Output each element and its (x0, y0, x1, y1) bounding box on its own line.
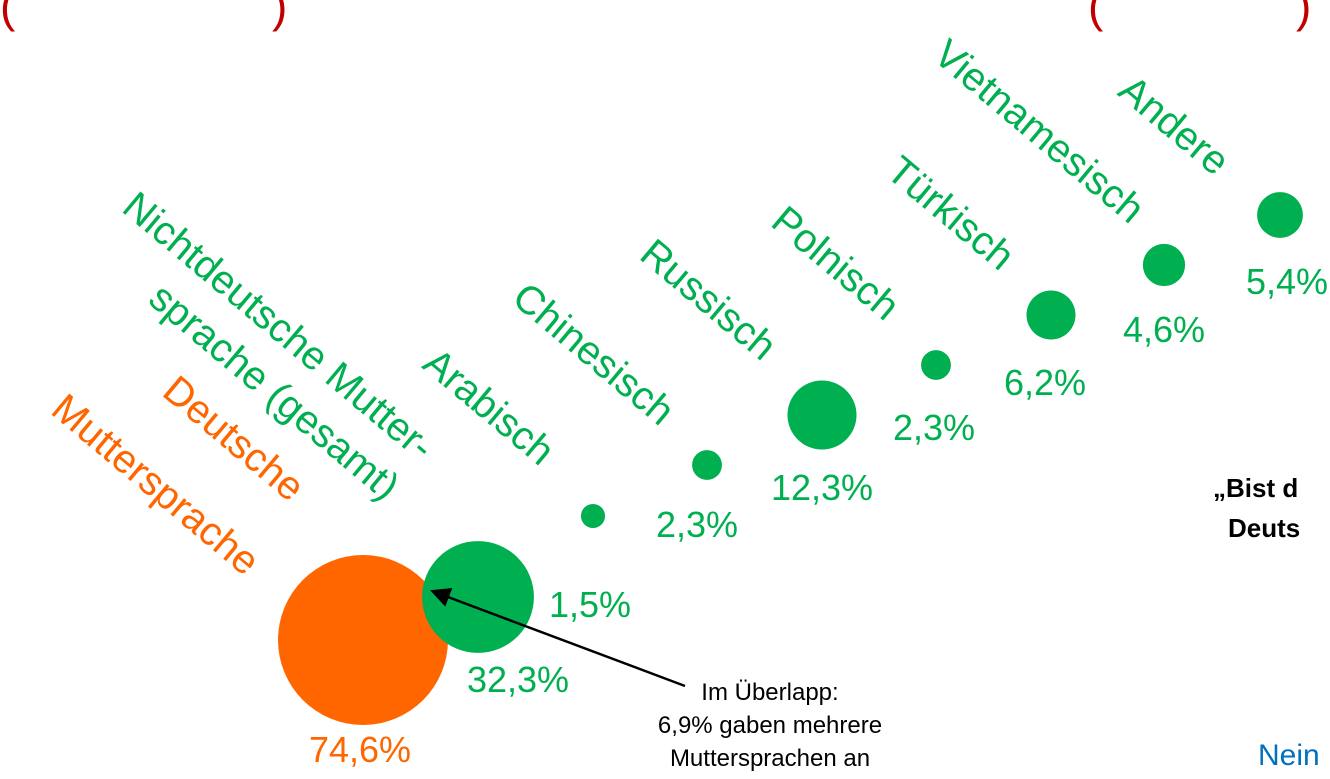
category-label: Russisch (632, 231, 785, 369)
bubble (921, 350, 951, 380)
value-label: 32,3% (467, 659, 569, 700)
bubble (1142, 243, 1186, 287)
category-label: Polnisch (763, 198, 907, 329)
fragment: ( (1088, 0, 1104, 32)
value-label: 1,5% (549, 584, 631, 625)
annotation: Im Überlapp: (701, 679, 838, 706)
value-label: 5,4% (1246, 261, 1328, 302)
bubble (787, 380, 857, 450)
category-label: Arabisch (415, 340, 562, 474)
fragment: „Bist d (1213, 473, 1298, 503)
bubble (580, 503, 606, 529)
category-label: Türkisch (878, 148, 1022, 279)
fragment: ) (272, 0, 287, 32)
bubble (1026, 290, 1076, 340)
arrow (430, 587, 686, 688)
value-label: 2,3% (893, 407, 975, 448)
value-label: 12,3% (771, 467, 873, 508)
fragment: Deuts (1228, 513, 1300, 543)
value-label: 6,2% (1004, 362, 1086, 403)
value-label: 74,6% (309, 729, 411, 770)
fragment: ( (0, 0, 16, 32)
category-label: Andere (1110, 67, 1237, 184)
bubble (278, 555, 448, 725)
annotation: 6,9% gaben mehrere (658, 712, 882, 739)
bubble (422, 541, 534, 653)
category-label: Chinesisch (504, 274, 682, 433)
value-label: 4,6% (1123, 309, 1205, 350)
annotation: Muttersprachen an (670, 745, 870, 772)
value-label: 2,3% (656, 504, 738, 545)
bubble (1257, 192, 1303, 238)
fragment: ) (1296, 0, 1311, 32)
fragment: Nein (1258, 739, 1320, 772)
bubble (692, 450, 722, 480)
